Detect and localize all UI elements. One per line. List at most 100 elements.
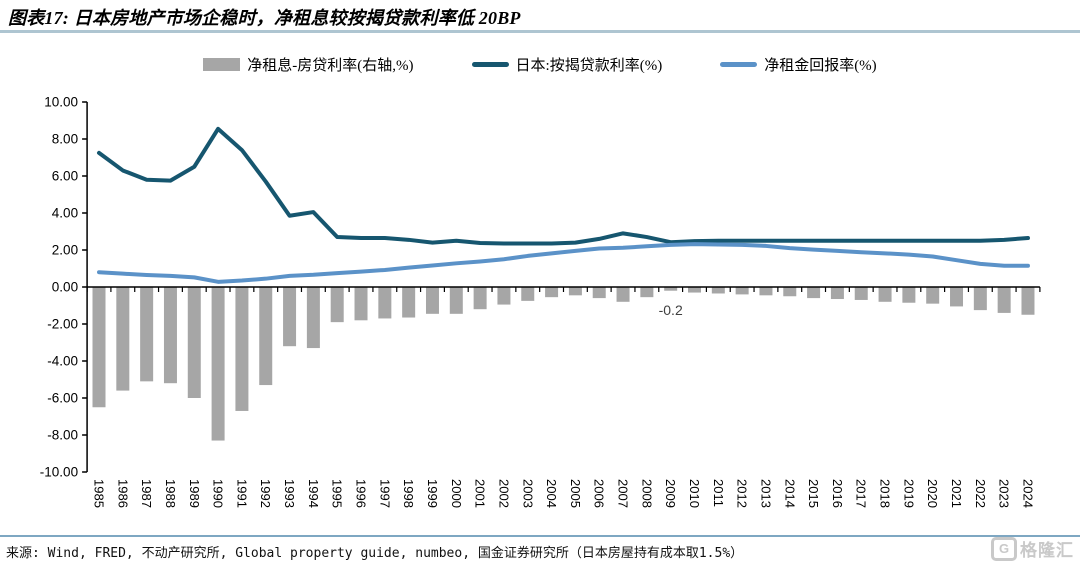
bar bbox=[973, 287, 987, 311]
y-axis-label: -10.00 bbox=[40, 465, 78, 480]
x-axis-label: 1985 bbox=[92, 479, 107, 508]
x-axis-label: 1991 bbox=[234, 479, 249, 508]
chart-legend: 净租息-房贷利率(右轴,%) 日本:按揭贷款利率(%) 净租金回报率(%) bbox=[0, 54, 1080, 75]
x-axis-label: 1993 bbox=[282, 479, 297, 508]
bar bbox=[854, 287, 868, 300]
x-axis-label: 2003 bbox=[520, 479, 535, 508]
bar bbox=[1021, 287, 1035, 315]
x-axis-label: 1990 bbox=[211, 479, 226, 508]
y-axis-label: -8.00 bbox=[47, 428, 78, 443]
y-axis-label: 10.00 bbox=[44, 95, 78, 110]
header-divider bbox=[0, 30, 1080, 33]
bar bbox=[997, 287, 1011, 313]
bar bbox=[616, 287, 630, 302]
x-axis-label: 2014 bbox=[782, 479, 797, 508]
x-axis-label: 2009 bbox=[663, 479, 678, 508]
x-axis-label: 2021 bbox=[949, 479, 964, 508]
bar bbox=[759, 287, 773, 296]
y-axis-label: 2.00 bbox=[52, 243, 78, 258]
x-axis-label: 2008 bbox=[639, 479, 654, 508]
bar bbox=[783, 287, 797, 297]
bar bbox=[521, 287, 535, 301]
mortgage-rate-line bbox=[97, 126, 1030, 246]
bar bbox=[640, 287, 654, 298]
bar bbox=[449, 287, 463, 314]
bar bbox=[402, 287, 416, 318]
bar bbox=[950, 287, 964, 307]
y-axis-label: 0.00 bbox=[52, 280, 78, 295]
bar bbox=[592, 287, 606, 299]
bar bbox=[545, 287, 559, 298]
line-swatch-icon bbox=[471, 62, 509, 67]
bar bbox=[807, 287, 821, 299]
bar bbox=[116, 287, 130, 391]
x-axis-label: 2023 bbox=[997, 479, 1012, 508]
bar bbox=[92, 287, 106, 408]
bar bbox=[259, 287, 273, 386]
x-axis-label: 2000 bbox=[449, 479, 464, 508]
footer-divider bbox=[0, 535, 1080, 537]
bar bbox=[830, 287, 844, 300]
x-axis-label: 2002 bbox=[496, 479, 511, 508]
x-axis-label: 2013 bbox=[758, 479, 773, 508]
legend-label: 日本:按揭贷款利率(%) bbox=[515, 58, 663, 74]
x-axis-label: 1986 bbox=[115, 479, 130, 508]
bar bbox=[735, 287, 749, 295]
chart-header: 图表17: 日本房地产市场企稳时，净租息较按揭贷款利率低 20BP bbox=[8, 4, 1008, 30]
x-axis-label: 1994 bbox=[306, 479, 321, 508]
bar bbox=[688, 287, 701, 293]
x-axis-label: 2017 bbox=[854, 479, 869, 508]
x-axis-label: 1995 bbox=[330, 479, 345, 508]
x-axis-label: 2018 bbox=[878, 479, 893, 508]
y-axis-label: -6.00 bbox=[47, 391, 78, 406]
x-axis-label: 2024 bbox=[1020, 479, 1035, 508]
legend-item-spread: 净租息-房贷利率(右轴,%) bbox=[203, 54, 414, 75]
line-swatch-icon bbox=[720, 62, 758, 67]
x-axis-label: 2001 bbox=[473, 479, 488, 508]
x-axis-label: 2004 bbox=[544, 479, 559, 508]
x-axis-label: 2022 bbox=[973, 479, 988, 508]
page-title: 图表17: 日本房地产市场企稳时，净租息较按揭贷款利率低 20BP bbox=[8, 8, 521, 28]
x-axis-label: 2019 bbox=[901, 479, 916, 508]
gelonghui-logo-icon: G bbox=[991, 536, 1017, 561]
bar bbox=[354, 287, 368, 321]
bar bbox=[378, 287, 392, 319]
bar bbox=[211, 287, 225, 441]
bar bbox=[902, 287, 916, 303]
x-axis-label: 1989 bbox=[187, 479, 202, 508]
bar bbox=[283, 287, 297, 347]
x-axis-label: 1992 bbox=[258, 479, 273, 508]
x-axis-label: 1988 bbox=[163, 479, 178, 508]
y-axis-label: -2.00 bbox=[47, 317, 78, 332]
x-axis-label: 2012 bbox=[735, 479, 750, 508]
x-axis-label: 1987 bbox=[139, 479, 154, 508]
bar bbox=[926, 287, 940, 304]
bar bbox=[473, 287, 487, 310]
x-axis-label: 2006 bbox=[592, 479, 607, 508]
bar-swatch-icon bbox=[203, 58, 241, 71]
bar bbox=[497, 287, 511, 305]
bar bbox=[330, 287, 344, 323]
bar bbox=[140, 287, 154, 382]
x-axis-label: 1999 bbox=[425, 479, 440, 508]
x-axis-label: 1997 bbox=[377, 479, 392, 508]
source-note: 来源: Wind, FRED, 不动产研究所, Global property … bbox=[6, 546, 744, 561]
x-axis-label: 2011 bbox=[711, 479, 726, 507]
x-axis-label: 2005 bbox=[568, 479, 583, 508]
y-axis-label: 6.00 bbox=[52, 169, 78, 184]
y-axis-label: 8.00 bbox=[52, 132, 78, 147]
data-label-annotation: -0.2 bbox=[659, 302, 683, 318]
bar bbox=[568, 287, 582, 296]
x-axis-label: 1998 bbox=[401, 479, 416, 508]
combo-chart: 10.00 8.00 6.00 4.00 2.00 0.00 -2.00 -4.00 -6.00… bbox=[40, 95, 1041, 508]
x-axis-label: 2015 bbox=[806, 479, 821, 508]
rental-yield-line bbox=[97, 242, 1030, 284]
bar bbox=[711, 287, 725, 294]
bar bbox=[163, 287, 177, 384]
gelonghui-logo-text: 格隆汇 bbox=[1020, 541, 1074, 560]
x-axis-label: 1996 bbox=[354, 479, 369, 508]
bar bbox=[187, 287, 201, 398]
legend-label: 净租息-房贷利率(右轴,%) bbox=[247, 58, 414, 74]
x-axis-label: 2007 bbox=[616, 479, 631, 508]
legend-item-mortgage-rate: 日本:按揭贷款利率(%) bbox=[471, 54, 663, 75]
